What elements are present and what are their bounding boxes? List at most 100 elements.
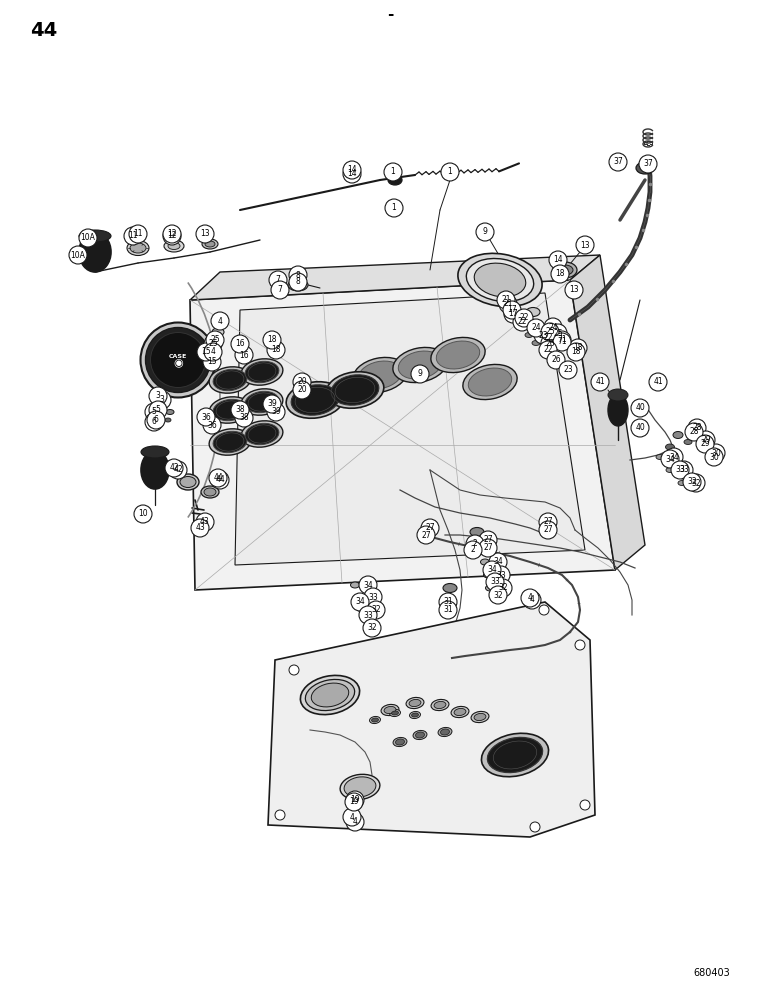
Circle shape — [539, 329, 557, 347]
Circle shape — [697, 431, 715, 449]
Circle shape — [544, 318, 562, 336]
Text: 22: 22 — [543, 334, 553, 342]
Ellipse shape — [358, 607, 367, 613]
Text: 29: 29 — [700, 440, 709, 448]
Circle shape — [263, 395, 281, 413]
Text: 7: 7 — [278, 286, 283, 294]
Ellipse shape — [327, 372, 384, 408]
Circle shape — [489, 586, 507, 604]
Ellipse shape — [388, 175, 402, 185]
Text: 21: 21 — [501, 296, 511, 304]
Text: 13: 13 — [569, 286, 579, 294]
Circle shape — [267, 403, 285, 421]
Text: 34: 34 — [493, 558, 503, 566]
Circle shape — [134, 505, 152, 523]
Text: 33: 33 — [676, 466, 685, 475]
Circle shape — [145, 413, 163, 431]
Polygon shape — [190, 255, 600, 300]
Text: 2: 2 — [471, 546, 476, 554]
Circle shape — [639, 155, 657, 173]
Text: 22: 22 — [543, 346, 553, 355]
Circle shape — [163, 227, 181, 245]
Ellipse shape — [168, 242, 180, 249]
Circle shape — [343, 161, 361, 179]
Ellipse shape — [487, 737, 543, 773]
Text: 33: 33 — [679, 466, 689, 475]
Text: 3: 3 — [160, 395, 164, 404]
Ellipse shape — [474, 263, 526, 297]
Text: 10A: 10A — [80, 233, 96, 242]
Circle shape — [196, 513, 214, 531]
Ellipse shape — [381, 704, 399, 716]
Ellipse shape — [525, 332, 533, 338]
Ellipse shape — [666, 468, 674, 473]
Text: 10A: 10A — [70, 250, 86, 259]
Ellipse shape — [212, 328, 224, 336]
Text: 43: 43 — [200, 518, 210, 526]
Circle shape — [149, 401, 167, 419]
Ellipse shape — [331, 375, 379, 405]
Circle shape — [503, 301, 521, 319]
Text: 2: 2 — [472, 540, 477, 548]
Ellipse shape — [141, 451, 169, 489]
Text: 34: 34 — [355, 597, 365, 606]
Ellipse shape — [482, 733, 549, 777]
Ellipse shape — [245, 391, 279, 413]
Ellipse shape — [608, 394, 628, 426]
Text: 3: 3 — [156, 391, 161, 400]
Text: 43: 43 — [195, 524, 205, 532]
Circle shape — [675, 461, 693, 479]
Ellipse shape — [398, 351, 442, 379]
Circle shape — [441, 163, 459, 181]
Text: 1: 1 — [391, 204, 396, 213]
Ellipse shape — [470, 528, 484, 536]
Circle shape — [191, 519, 209, 537]
Text: 29: 29 — [701, 436, 711, 444]
Circle shape — [364, 588, 382, 606]
Circle shape — [345, 793, 363, 811]
Text: 39: 39 — [271, 408, 281, 416]
Circle shape — [530, 822, 540, 832]
Text: 27: 27 — [425, 524, 435, 532]
Text: 34: 34 — [487, 566, 497, 574]
Ellipse shape — [201, 486, 219, 498]
Text: 27: 27 — [543, 518, 553, 526]
Circle shape — [153, 391, 171, 409]
Polygon shape — [190, 280, 615, 590]
Circle shape — [631, 399, 649, 417]
Circle shape — [539, 341, 557, 359]
Ellipse shape — [535, 324, 543, 330]
Circle shape — [147, 411, 165, 429]
Ellipse shape — [608, 389, 628, 401]
Ellipse shape — [411, 713, 418, 717]
Text: 37: 37 — [613, 157, 623, 166]
Circle shape — [567, 343, 585, 361]
Ellipse shape — [535, 324, 545, 330]
Circle shape — [231, 335, 249, 353]
Ellipse shape — [434, 701, 446, 709]
Circle shape — [289, 266, 307, 284]
Ellipse shape — [441, 729, 449, 735]
Circle shape — [343, 165, 361, 183]
Ellipse shape — [241, 359, 283, 385]
Circle shape — [687, 474, 705, 492]
Circle shape — [197, 343, 215, 361]
Circle shape — [204, 343, 222, 361]
Text: 25: 25 — [554, 328, 563, 338]
Text: 24: 24 — [531, 324, 541, 332]
Circle shape — [363, 619, 381, 637]
Ellipse shape — [141, 446, 169, 458]
Ellipse shape — [553, 262, 577, 278]
Circle shape — [479, 531, 497, 549]
Circle shape — [547, 351, 565, 369]
Circle shape — [269, 271, 287, 289]
Ellipse shape — [665, 444, 675, 450]
Circle shape — [688, 419, 706, 437]
Ellipse shape — [165, 418, 171, 422]
Text: 34: 34 — [363, 580, 373, 589]
Circle shape — [293, 373, 311, 391]
Ellipse shape — [311, 683, 349, 707]
Circle shape — [696, 435, 714, 453]
Text: 71: 71 — [557, 338, 567, 347]
Ellipse shape — [213, 399, 247, 421]
